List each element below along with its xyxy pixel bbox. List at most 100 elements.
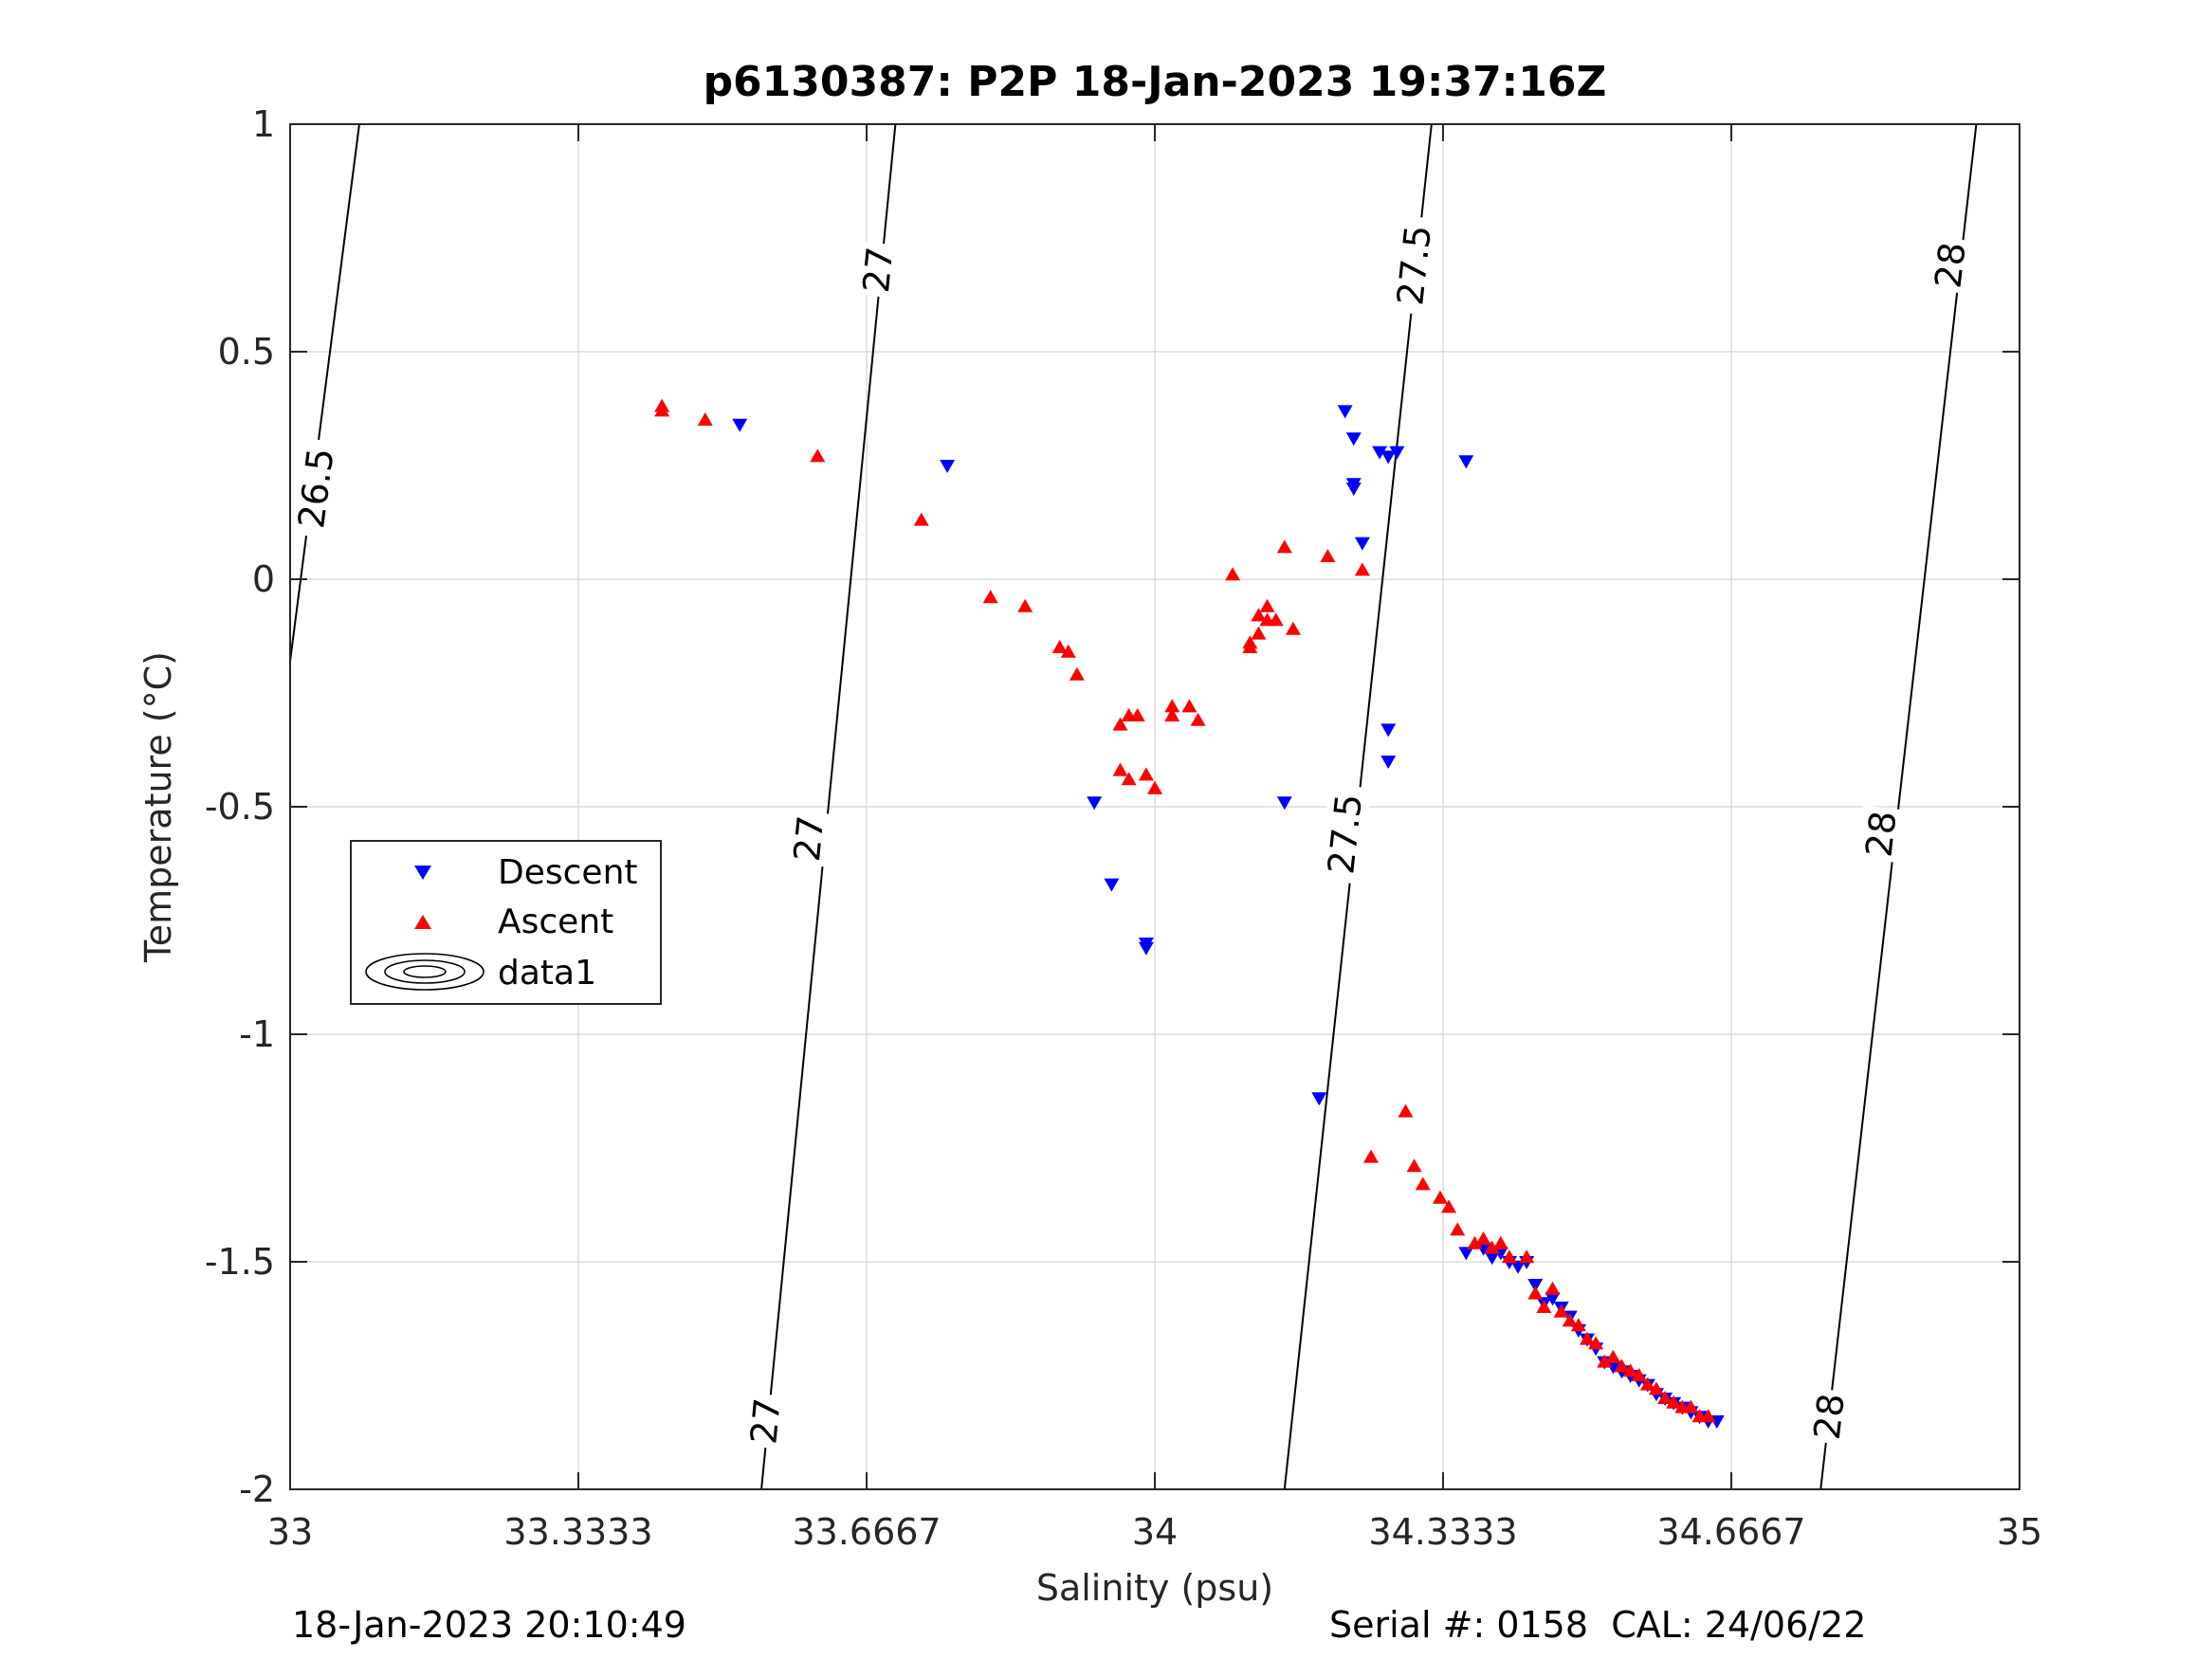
descent-point: [732, 418, 748, 432]
x-tick-label: 33: [267, 1511, 313, 1553]
y-axis-label: Temperature (°C): [137, 651, 179, 963]
ascent-point: [1631, 1368, 1647, 1381]
ascent-point: [1432, 1190, 1448, 1204]
ascent-point: [1363, 1149, 1379, 1163]
x-axis-label: Salinity (psu): [1036, 1567, 1273, 1609]
ascent-point: [1527, 1285, 1544, 1300]
descent-point: [1458, 455, 1474, 469]
grid-lines: [290, 124, 2020, 1489]
descent-point: [1311, 1092, 1327, 1106]
ascent-point: [1112, 762, 1128, 776]
x-tick-label: 35: [1997, 1511, 2042, 1553]
legend-ascent-label: Ascent: [498, 902, 613, 941]
contour-label-bg: [1805, 1387, 1854, 1446]
data-points: [654, 398, 1725, 1429]
ascent-point: [1406, 1158, 1422, 1173]
ascent-point: [1683, 1399, 1699, 1413]
ascent-point: [1666, 1395, 1682, 1409]
y-tick-label: -1: [239, 1013, 275, 1055]
descent-point: [1087, 796, 1103, 811]
ascent-point: [1657, 1391, 1673, 1404]
ascent-point: [1112, 717, 1128, 731]
y-tick-label: 0.5: [218, 331, 275, 373]
contour-label: 27.5: [1388, 214, 1440, 316]
y-tick-label: -2: [239, 1468, 275, 1510]
ascent-point: [1251, 626, 1267, 640]
density-contours: 26.5 27 27 27 27.5 27.5 28 28 28: [289, 123, 1978, 1490]
ascent-point: [1441, 1199, 1457, 1213]
ascent-point: [1415, 1176, 1431, 1191]
ascent-point: [1164, 699, 1180, 713]
chart-title: p6130387: P2P 18-Jan-2023 19:37:16Z: [704, 58, 1607, 106]
descent-point: [1354, 537, 1370, 551]
descent-point: [1380, 723, 1397, 738]
descent-point: [1380, 756, 1397, 769]
y-tick-label: -0.5: [205, 786, 275, 828]
descent-point: [1337, 405, 1353, 419]
contour-label-bg: [289, 437, 343, 539]
legend: Descent Ascent data1: [350, 840, 662, 1005]
ascent-point: [1622, 1363, 1638, 1377]
contour-label-text: 27.5: [1320, 792, 1370, 876]
contour-label: 26.5: [289, 437, 343, 539]
ascent-point: [1320, 549, 1336, 562]
y-tick-label: 0: [252, 558, 275, 600]
contour-label-text: 27.5: [1389, 223, 1439, 307]
contour-label-text: 28: [1857, 809, 1904, 859]
ascent-point: [1164, 708, 1180, 721]
contour-label: 27.5: [1319, 783, 1371, 884]
ascent-point: [1545, 1281, 1561, 1295]
contour-label-bg: [741, 1392, 790, 1450]
legend-ascent-marker: [414, 915, 431, 929]
ascent-point: [1597, 1354, 1613, 1368]
descent-point: [1510, 1260, 1526, 1274]
ascent-point: [1147, 780, 1162, 794]
descent-point: [1104, 878, 1120, 892]
contour-label-bg: [1927, 236, 1975, 295]
contour-label-text: 27: [742, 1396, 789, 1446]
contour-label-text: 26.5: [290, 446, 341, 531]
ascent-point: [1484, 1240, 1500, 1254]
footer-timestamp: 18-Jan-2023 20:10:49: [292, 1604, 686, 1646]
ascent-point: [1475, 1231, 1491, 1245]
ascent-point: [1242, 635, 1258, 649]
ascent-point: [1051, 640, 1068, 653]
density-contour-line: [760, 123, 897, 1490]
ascent-point: [1700, 1409, 1716, 1423]
ascent-point: [1519, 1249, 1535, 1264]
contour-label: 27: [785, 810, 832, 867]
ascent-point: [1268, 612, 1284, 627]
x-tick-label: 34.3333: [1368, 1511, 1517, 1553]
descent-point: [1345, 432, 1362, 447]
ascent-point: [1129, 708, 1145, 721]
footer-serial-cal: Serial #: 0158 CAL: 24/06/22: [1329, 1604, 1866, 1646]
ascent-point: [1648, 1381, 1664, 1395]
contour-label: 28: [1805, 1387, 1854, 1446]
descent-point: [1372, 446, 1388, 460]
descent-point: [1484, 1251, 1500, 1266]
legend-contour-icon: [365, 953, 484, 991]
contour-label: 27: [854, 241, 902, 299]
contour-label-text: 28: [1806, 1392, 1853, 1442]
contour-label: 28: [1927, 236, 1975, 295]
ascent-point: [697, 412, 713, 426]
ascent-point: [1562, 1313, 1578, 1327]
descent-point: [1389, 446, 1405, 460]
legend-data1-label: data1: [498, 954, 596, 993]
density-contour-line: [289, 123, 360, 662]
contour-label-bg: [1388, 214, 1440, 316]
descent-point: [1380, 450, 1397, 465]
ascent-point: [1017, 598, 1033, 612]
ascent-point: [1501, 1249, 1517, 1264]
ascent-point: [1580, 1331, 1595, 1345]
descent-point: [1276, 796, 1292, 811]
ascent-point: [1639, 1376, 1655, 1391]
contour-label-text: 27: [786, 813, 832, 863]
contour-label-text: 27: [855, 245, 902, 294]
ascent-point: [810, 448, 826, 463]
descent-point: [1138, 941, 1154, 956]
x-tick-label: 34: [1132, 1511, 1178, 1553]
ascent-point: [1251, 608, 1267, 622]
descent-point: [1345, 483, 1362, 496]
